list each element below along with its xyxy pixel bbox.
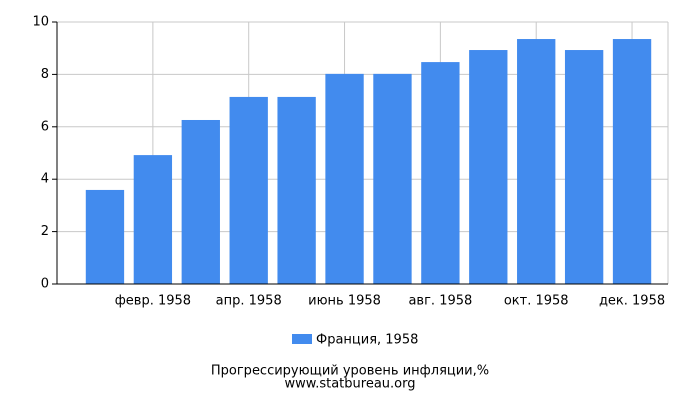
bar	[229, 96, 268, 284]
y-tick-label: 8	[41, 67, 49, 82]
bar	[612, 39, 652, 284]
bar	[85, 189, 125, 284]
bar	[517, 39, 556, 284]
bar	[133, 155, 173, 284]
y-tick-label: 4	[41, 172, 49, 187]
x-tick-label: окт. 1958	[504, 294, 569, 309]
source: www.statbureau.org	[285, 377, 416, 392]
bar	[325, 73, 364, 284]
x-tick-label: апр. 1958	[216, 294, 282, 309]
y-tick-label: 6	[41, 119, 49, 134]
legend-swatch	[292, 334, 312, 344]
bar	[277, 96, 316, 284]
bar	[421, 62, 460, 284]
y-tick-label: 10	[32, 15, 49, 30]
legend-label: Франция, 1958	[316, 333, 418, 348]
bar	[469, 50, 508, 285]
x-tick-label: дек. 1958	[599, 294, 665, 309]
bar	[564, 50, 604, 285]
x-tick-label: февр. 1958	[115, 294, 191, 309]
bar	[373, 73, 412, 284]
x-tick-label: авг. 1958	[408, 294, 472, 309]
y-tick-label: 2	[41, 224, 49, 239]
y-tick-label: 0	[41, 277, 49, 292]
bar	[181, 119, 220, 284]
x-tick-label: июнь 1958	[308, 294, 381, 309]
chart-title: Прогрессирующий уровень инфляции,%	[211, 364, 489, 379]
